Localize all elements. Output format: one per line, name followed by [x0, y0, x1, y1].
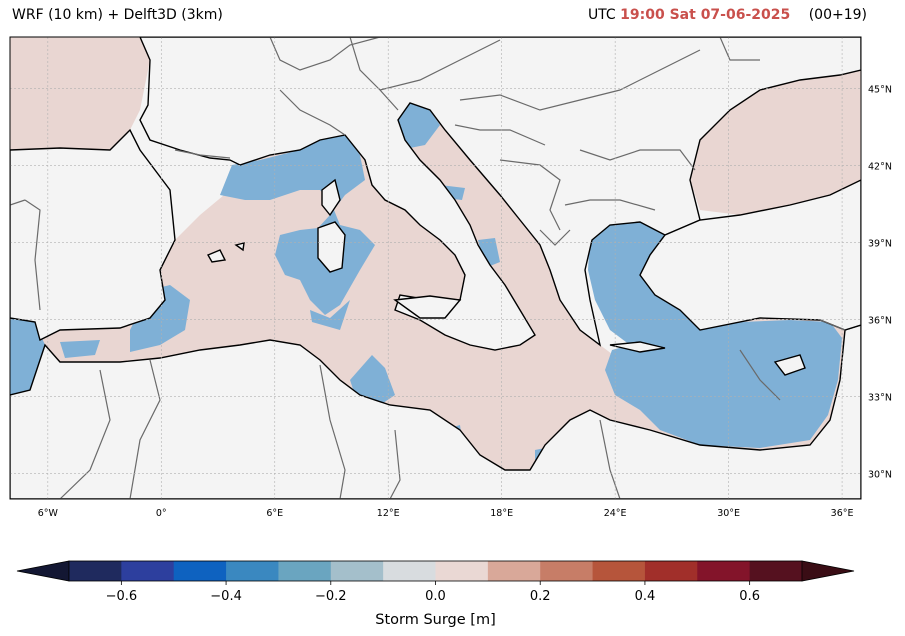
colorbar-bin: [173, 561, 227, 581]
lon-tick-label: 36°E: [831, 508, 854, 519]
model-title: WRF (10 km) + Delft3D (3km): [12, 7, 223, 23]
colorbar-bin: [330, 561, 384, 581]
lon-tick-label: 12°E: [377, 508, 400, 519]
colorbar-tick-label: 0.6: [739, 589, 760, 604]
latitude-labels: 30°N 33°N 36°N 39°N 42°N 45°N: [868, 84, 892, 480]
colorbar-bin: [749, 561, 803, 581]
time-title: UTC 19:00 Sat 07-06-2025 (00+19): [588, 7, 867, 23]
colorbar-bin: [592, 561, 646, 581]
forecast-time: 19:00 Sat 07-06-2025: [620, 7, 791, 23]
colorbar-bin: [121, 561, 175, 581]
map-frame: [9, 36, 862, 500]
lat-tick-label: 42°N: [868, 161, 892, 172]
colorbar-bin: [697, 561, 751, 581]
coastline-land: [10, 37, 861, 499]
forecast-run: (00+19): [808, 7, 867, 23]
country-borders: [10, 37, 846, 499]
colorbar-bin: [435, 561, 489, 581]
colorbar-bin: [540, 561, 594, 581]
colorbar-tick-label: −0.6: [106, 589, 138, 604]
lon-tick-label: 24°E: [604, 508, 627, 519]
lat-tick-label: 39°N: [868, 238, 892, 249]
colorbar: −0.6 −0.4 −0.2 0.0 0.2 0.4 0.6 Storm Surge [m]: [16, 560, 855, 628]
colorbar-bin: [383, 561, 436, 581]
colorbar-tick-label: 0.2: [530, 589, 551, 604]
lat-tick-label: 36°N: [868, 315, 892, 326]
colorbar-title: Storm Surge [m]: [375, 612, 495, 628]
colorbar-bin: [487, 561, 541, 581]
map-panel: [10, 37, 861, 499]
lat-tick-label: 30°N: [868, 469, 892, 480]
lon-tick-label: 18°E: [490, 508, 513, 519]
colorbar-tick-label: 0.4: [635, 589, 656, 604]
colorbar-bin: [226, 561, 279, 581]
colorbar-over-extension: [801, 560, 855, 582]
lon-tick-label: 6°W: [38, 508, 59, 519]
longitude-labels: 6°W 0° 6°E 12°E 18°E 24°E 30°E 36°E: [38, 508, 854, 519]
colorbar-tick-label: −0.2: [315, 589, 347, 604]
graticule: [10, 37, 861, 499]
colorbar-bin: [278, 561, 332, 581]
lat-tick-label: 33°N: [868, 392, 892, 403]
colorbar-tick-label: −0.4: [210, 589, 242, 604]
utc-label: UTC: [587, 7, 616, 23]
lon-tick-label: 30°E: [717, 508, 740, 519]
colorbar-under-extension: [16, 560, 70, 582]
lon-tick-label: 0°: [156, 508, 167, 519]
lon-tick-label: 6°E: [266, 508, 283, 519]
colorbar-bin: [644, 561, 698, 581]
colorbar-tick-label: 0.0: [425, 589, 446, 604]
colorbar-bin: [69, 561, 122, 581]
lat-tick-label: 45°N: [868, 84, 892, 95]
